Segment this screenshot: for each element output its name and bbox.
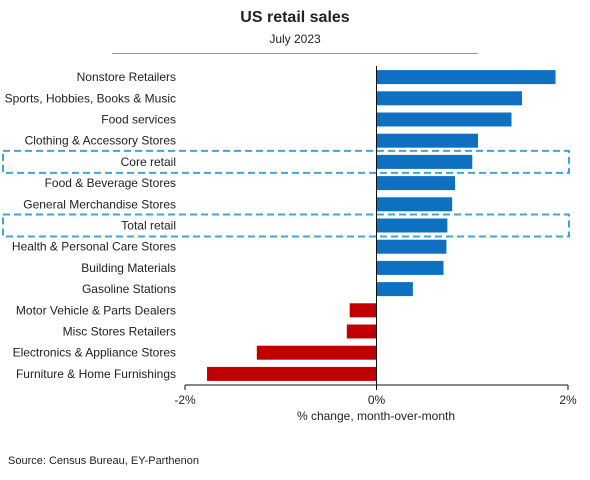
highlight-box-total-retail bbox=[2, 213, 570, 238]
category-labels: Nonstore Retailers Sports, Hobbies, Books… bbox=[5, 70, 176, 381]
bar-food-beverage-stores bbox=[376, 176, 456, 191]
bar-food-services bbox=[376, 112, 512, 127]
category-label-food-beverage-stores: Food & Beverage Stores bbox=[45, 176, 176, 190]
bar-furniture-home-furnishings bbox=[207, 366, 377, 381]
source-note: Source: Census Bureau, EY-Parthenon bbox=[8, 455, 199, 467]
bar-core-retail bbox=[376, 154, 473, 169]
category-label-motor-vehicle-parts-dealers: Motor Vehicle & Parts Dealers bbox=[16, 303, 176, 317]
x-tick-label: 2% bbox=[559, 393, 577, 407]
bars bbox=[207, 70, 556, 381]
bar-nonstore-retailers bbox=[376, 70, 556, 85]
bar-misc-stores-retailers bbox=[346, 324, 377, 339]
bar-clothing-accessory-stores bbox=[376, 133, 478, 148]
category-label-misc-stores-retailers: Misc Stores Retailers bbox=[63, 325, 176, 339]
bar-electronics-appliance-stores bbox=[256, 345, 377, 360]
bar-building-materials bbox=[376, 260, 444, 275]
category-label-furniture-home-furnishings: Furniture & Home Furnishings bbox=[16, 367, 176, 381]
category-label-core-retail: Core retail bbox=[121, 155, 176, 169]
x-tick-label: -2% bbox=[174, 393, 196, 407]
category-label-electronics-appliance-stores: Electronics & Appliance Stores bbox=[13, 346, 176, 360]
category-label-general-merchandise-stores: General Merchandise Stores bbox=[23, 197, 176, 211]
category-label-total-retail: Total retail bbox=[121, 219, 176, 233]
category-label-sports-hobbies-books-music: Sports, Hobbies, Books & Music bbox=[5, 91, 176, 105]
bar-sports-hobbies-books-music bbox=[376, 91, 523, 106]
x-tick-label: 0% bbox=[368, 393, 386, 407]
category-label-building-materials: Building Materials bbox=[81, 261, 176, 275]
category-label-food-services: Food services bbox=[101, 113, 176, 127]
title-divider bbox=[112, 53, 478, 54]
bar-motor-vehicle-parts-dealers bbox=[349, 303, 377, 318]
category-label-gasoline-stations: Gasoline Stations bbox=[82, 282, 176, 296]
x-axis-label: % change, month-over-month bbox=[296, 409, 456, 423]
bar-health-personal-care-stores bbox=[376, 239, 447, 254]
highlight-boxes bbox=[2, 149, 570, 238]
category-label-nonstore-retailers: Nonstore Retailers bbox=[77, 70, 176, 84]
highlight-box-core-retail bbox=[2, 149, 570, 174]
category-label-health-personal-care-stores: Health & Personal Care Stores bbox=[12, 240, 176, 254]
chart-subtitle: July 2023 bbox=[269, 32, 321, 46]
category-label-clothing-accessory-stores: Clothing & Accessory Stores bbox=[25, 134, 176, 148]
chart-title: US retail sales bbox=[240, 9, 350, 26]
bar-general-merchandise-stores bbox=[376, 197, 453, 212]
bar-gasoline-stations bbox=[376, 282, 413, 297]
x-axis: -2% 0% 2% bbox=[174, 66, 577, 407]
bar-total-retail bbox=[376, 218, 448, 233]
